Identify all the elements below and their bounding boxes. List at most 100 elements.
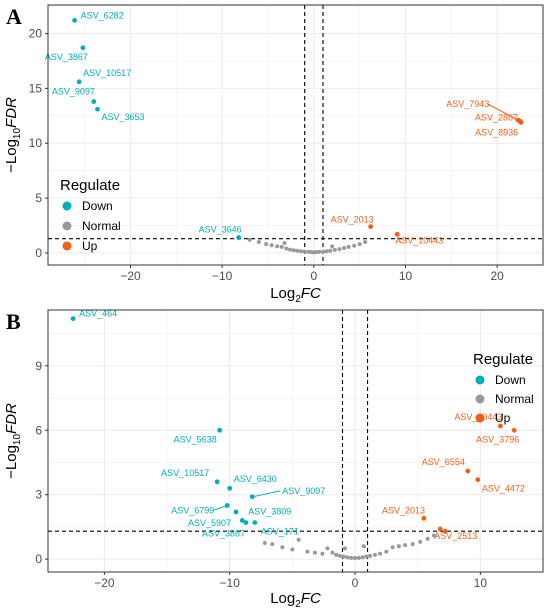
point-label: ASV_4472 — [482, 484, 525, 494]
point-up — [368, 224, 374, 230]
point-normal — [262, 541, 267, 546]
point-normal — [352, 243, 357, 248]
x-tick-label: −10 — [220, 576, 241, 590]
panel-b: B ASV_464 ASV_5638 ASV_10517 ASV_6430 ASV_679… — [3, 309, 544, 610]
point-down — [224, 503, 230, 508]
point-normal — [275, 244, 280, 249]
point-down — [227, 485, 233, 491]
x-tick-label: −20 — [94, 576, 115, 590]
y-tick-label: 5 — [35, 191, 42, 205]
x-tick-label: −20 — [120, 269, 141, 283]
point-label: ASV_3646 — [199, 225, 242, 235]
point-label: ASV_3867 — [202, 529, 245, 539]
point-normal — [282, 241, 287, 246]
label-leader-line — [488, 103, 519, 121]
point-normal — [425, 536, 430, 541]
point-label: ASV_6430 — [234, 474, 277, 484]
label-leader-line — [213, 504, 228, 511]
legend: Regulate Down Normal Up — [60, 177, 121, 253]
point-down — [217, 427, 223, 433]
point-normal — [343, 546, 347, 551]
point-normal — [431, 533, 436, 538]
legend-label: Up — [495, 411, 511, 425]
point-normal — [378, 551, 383, 556]
point-label: ASV_8936 — [475, 127, 518, 137]
legend-key-normal — [62, 221, 72, 231]
point-label: ASV_9097 — [52, 87, 95, 97]
point-normal — [360, 555, 365, 560]
x-tick-label: −10 — [212, 269, 233, 283]
point-normal — [346, 244, 351, 249]
point-label: ASV_9097 — [282, 486, 325, 496]
point-normal — [280, 545, 285, 550]
point-down — [236, 235, 242, 240]
point-normal — [288, 247, 292, 252]
legend-key-up — [475, 413, 485, 423]
point-label: ASV_5638 — [174, 434, 217, 444]
legend-title: Regulate — [473, 351, 533, 368]
point-normal — [418, 539, 423, 544]
point-label: ASV_7943 — [446, 99, 489, 109]
point-normal — [321, 249, 325, 254]
point-normal — [296, 537, 301, 542]
point-normal — [363, 239, 368, 244]
legend: Regulate Down Normal Up — [473, 351, 534, 425]
y-tick-label: 9 — [35, 359, 42, 373]
legend-label: Normal — [495, 392, 534, 406]
point-normal — [264, 242, 269, 247]
point-down — [252, 520, 258, 526]
point-down — [214, 479, 220, 485]
plot-background — [48, 310, 543, 572]
y-tick-label: 3 — [35, 488, 42, 502]
point-normal — [320, 551, 325, 556]
point-up — [475, 477, 481, 483]
panel-border — [47, 4, 544, 266]
point-up — [394, 231, 400, 237]
panel-letter: A — [6, 4, 22, 29]
point-label: ASV_3796 — [476, 434, 519, 444]
point-normal — [291, 248, 296, 253]
point-normal — [330, 550, 335, 555]
point-normal — [361, 544, 366, 549]
point-normal — [269, 243, 274, 248]
point-down — [80, 45, 86, 51]
point-normal — [410, 542, 415, 547]
point-normal — [368, 553, 373, 558]
point-normal — [324, 249, 329, 254]
x-axis-title: Log2FC — [270, 285, 321, 305]
legend-label: Normal — [82, 219, 121, 233]
point-normal — [325, 546, 330, 551]
point-label: ASV_171 — [261, 527, 299, 537]
point-normal — [384, 549, 389, 554]
x-tick-label: 0 — [310, 269, 317, 283]
point-down — [91, 99, 97, 104]
point-down — [72, 17, 77, 23]
point-normal — [299, 249, 303, 254]
panel-a: A ASV_6282 ASV_3867 ASV_10517 ASV_9097 ASV_36… — [3, 4, 544, 305]
x-tick-label: 10 — [474, 576, 488, 590]
point-normal — [247, 237, 252, 242]
point-label: ASV_10517 — [83, 68, 131, 78]
point-normal — [342, 245, 347, 250]
point-normal — [270, 542, 275, 547]
point-normal — [357, 242, 362, 247]
y-axis-title: −Log10FDR — [3, 403, 23, 479]
point-down — [239, 518, 245, 523]
y-tick-label: 0 — [35, 552, 42, 566]
point-normal — [295, 248, 300, 253]
point-normal — [396, 544, 401, 549]
y-tick-label: 0 — [35, 246, 42, 260]
point-normal — [345, 555, 350, 560]
point-normal — [256, 239, 261, 244]
point-label: ASV_3809 — [248, 506, 291, 516]
point-normal — [330, 244, 335, 249]
point-normal — [290, 547, 295, 552]
y-axis-title: −Log10FDR — [3, 97, 23, 173]
point-normal — [312, 550, 317, 555]
point-normal — [305, 549, 310, 554]
point-normal — [332, 247, 337, 252]
legend-key-down — [62, 201, 72, 211]
point-label: ASV_6554 — [422, 457, 465, 467]
point-down — [233, 509, 239, 515]
x-tick-label: 10 — [399, 269, 413, 283]
